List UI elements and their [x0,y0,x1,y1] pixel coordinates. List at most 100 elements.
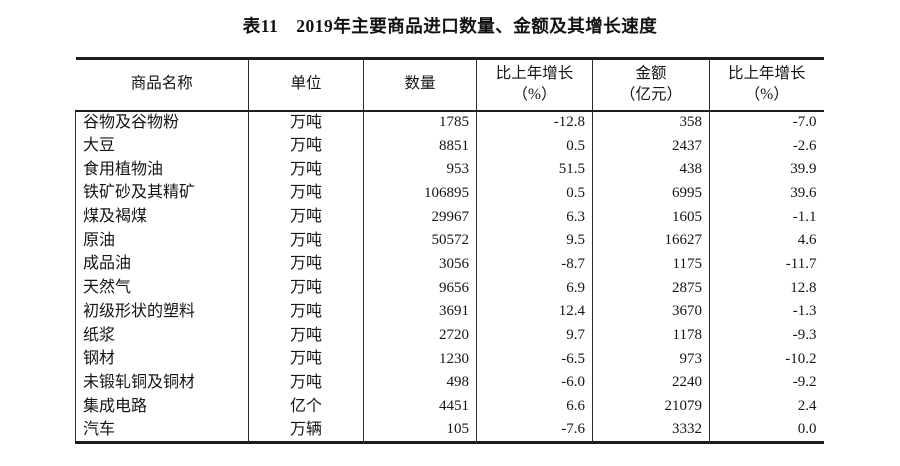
quantity-growth-cell: 0.5 [476,181,593,206]
unit-cell: 万吨 [248,323,364,348]
table-row: 未锻轧铜及铜材 万吨 498 -6.0 2240 -9.2 [75,371,824,395]
unit-cell: 万吨 [248,276,364,300]
value-growth-cell: 0.0 [797,421,817,438]
commodity-name-cell: 大豆 [75,134,249,158]
quantity-cell: 953 [363,157,477,182]
col-header-commodity-name: 商品名称 [75,58,249,112]
value-cell: 21079 [592,394,710,419]
value-cell: 1178 [592,323,710,348]
col-header-quantity: 数量 [363,58,477,112]
header-text: 单位 [290,75,322,93]
quantity-growth-cell: -6.0 [476,371,593,395]
commodity-name-cell: 煤及褐煤 [75,205,249,229]
quantity-cell: 29967 [363,205,477,229]
unit-cell: 万吨 [248,181,364,206]
value-cell: 3670 [592,300,710,324]
value-cell: 1605 [592,205,710,229]
commodity-name-cell: 集成电路 [75,394,249,419]
value-growth-cell: -1.3 [792,303,817,320]
col-header-value: 金额 （亿元） [592,58,710,112]
value-cell: 1175 [592,252,710,277]
quantity-growth-cell: 6.3 [476,205,593,229]
table-row: 谷物及谷物粉 万吨 1785 -12.8 358 -7.0 [75,110,824,135]
quantity-growth-cell: -8.7 [476,252,593,277]
commodity-name-cell: 汽车 [75,418,249,443]
quantity-cell: 50572 [363,228,477,253]
value-growth-cell: -2.6 [792,137,817,154]
value-growth-cell: -7.0 [792,114,817,131]
import-commodities-table: 商品名称 单位 数量 比上年增长 （%） 金额 （亿元） [75,57,824,444]
col-header-value-growth: 比上年增长 （%） [709,58,824,112]
table-row: 食用植物油 万吨 953 51.5 438 39.9 [75,157,824,182]
value-growth-cell: -9.3 [792,327,817,344]
value-growth-cell: 4.6 [797,232,817,249]
value-cell: 438 [592,157,710,182]
table-row: 钢材 万吨 1230 -6.5 973 -10.2 [75,347,824,372]
quantity-cell: 9656 [363,276,477,300]
quantity-growth-cell: -7.6 [476,418,593,443]
header-text-line2: （%） [512,85,557,103]
value-cell: 2240 [592,371,710,395]
value-cell: 2875 [592,276,710,300]
quantity-growth-cell: 6.9 [476,276,593,300]
value-cell: 358 [592,110,710,135]
quantity-cell: 4451 [363,394,477,419]
commodity-name-cell: 原油 [75,228,249,253]
unit-cell: 万吨 [248,347,364,372]
header-text-line2: （亿元） [619,85,682,103]
unit-cell: 万吨 [248,228,364,253]
table-row: 纸浆 万吨 2720 9.7 1178 -9.3 [75,323,824,348]
table-row: 煤及褐煤 万吨 29967 6.3 1605 -1.1 [75,205,824,229]
header-text: 比上年增长 [495,64,574,82]
quantity-growth-cell: 6.6 [476,394,593,419]
commodity-name-cell: 铁矿砂及其精矿 [75,181,249,206]
table-row: 汽车 万辆 105 -7.6 3332 0.0 [75,418,824,443]
value-growth-cell: -10.2 [785,350,817,367]
unit-cell: 万吨 [248,205,364,229]
col-header-quantity-growth: 比上年增长 （%） [476,58,593,112]
header-text: 比上年增长 [727,64,806,82]
table-row: 天然气 万吨 9656 6.9 2875 12.8 [75,276,824,300]
unit-cell: 万辆 [248,418,364,443]
header-text: 数量 [404,75,436,93]
quantity-cell: 1230 [363,347,477,372]
commodity-name-cell: 食用植物油 [75,157,249,182]
commodity-name-cell: 初级形状的塑料 [75,300,249,324]
value-growth-cell: -1.1 [792,208,817,225]
quantity-cell: 498 [363,371,477,395]
value-cell: 6995 [592,181,710,206]
unit-cell: 万吨 [248,252,364,277]
table-header-row: 商品名称 单位 数量 比上年增长 （%） 金额 （亿元） [75,58,824,112]
quantity-growth-cell: 0.5 [476,134,593,158]
table-row: 集成电路 亿个 4451 6.6 21079 2.4 [75,394,824,419]
table-row: 初级形状的塑料 万吨 3691 12.4 3670 -1.3 [75,300,824,324]
table-row: 原油 万吨 50572 9.5 16627 4.6 [75,228,824,253]
unit-cell: 亿个 [248,394,364,419]
quantity-cell: 3691 [363,300,477,324]
commodity-name-cell: 天然气 [75,276,249,300]
value-cell: 2437 [592,134,710,158]
quantity-cell: 106895 [363,181,477,206]
unit-cell: 万吨 [248,110,364,135]
table-row: 铁矿砂及其精矿 万吨 106895 0.5 6995 39.6 [75,181,824,206]
value-growth-cell: -9.2 [792,374,817,391]
quantity-growth-cell: 9.5 [476,228,593,253]
value-cell: 16627 [592,228,710,253]
commodity-name-cell: 未锻轧铜及铜材 [75,371,249,395]
quantity-growth-cell: -6.5 [476,347,593,372]
quantity-cell: 8851 [363,134,477,158]
quantity-cell: 2720 [363,323,477,348]
quantity-growth-cell: 9.7 [476,323,593,348]
quantity-growth-cell: 51.5 [476,157,593,182]
quantity-cell: 1785 [363,110,477,135]
value-cell: 3332 [592,418,710,443]
value-growth-cell: -11.7 [785,255,817,272]
value-growth-cell: 2.4 [797,398,817,415]
header-text-line2: （%） [744,85,789,103]
unit-cell: 万吨 [248,300,364,324]
header-text: 商品名称 [130,75,193,93]
commodity-name-cell: 纸浆 [75,323,249,348]
value-cell: 973 [592,347,710,372]
value-growth-cell: 39.6 [790,184,817,201]
